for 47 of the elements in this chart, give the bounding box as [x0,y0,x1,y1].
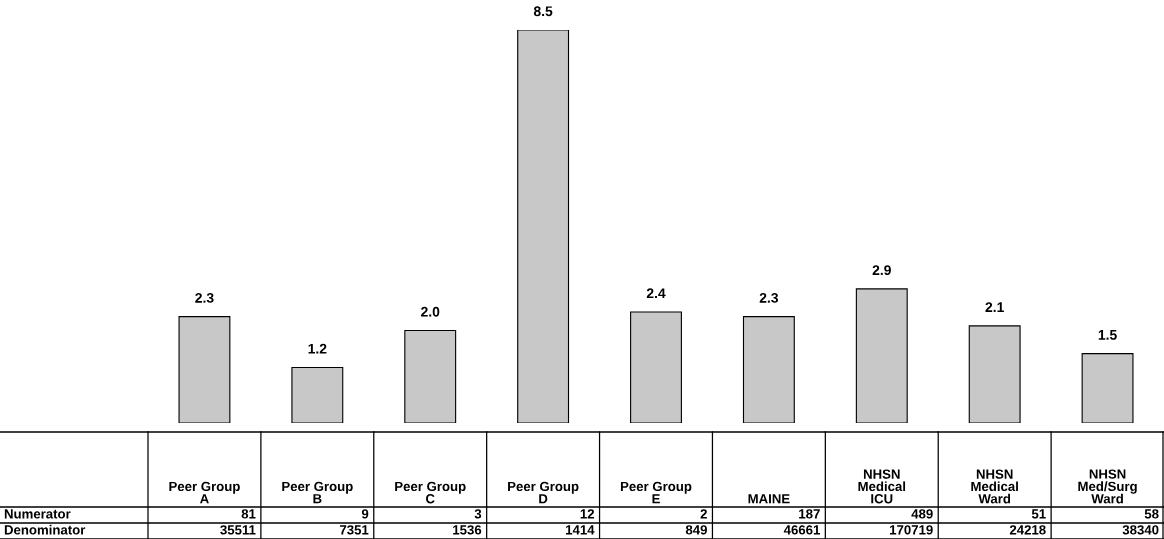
x-tick-label: NHSN Medical Ward [971,469,1018,504]
data-label: 2.3 [195,292,214,303]
text: 187 [799,509,820,519]
text: 1536 [453,525,482,535]
text: 35511 [220,525,256,535]
text: 489 [911,509,933,519]
data-label: 2.3 [759,292,779,303]
text: 7351 [340,525,369,535]
text: 3 [474,509,482,519]
data-label: 1.5 [1098,330,1117,340]
text: 38340 [1122,525,1159,535]
text: 2 [700,509,707,519]
x-tick-label: NHSN Medical ICU [858,469,906,504]
text: 24218 [1009,525,1046,535]
text: 46661 [783,525,820,535]
x-tick-label: MAINE [748,494,790,504]
data-label: 1.2 [308,343,327,354]
bar [404,329,457,423]
data-label: 2.4 [646,288,666,299]
x-tick-label: Peer Group D [508,481,579,504]
x-tick-label: Peer Group C [395,481,466,504]
bar [630,311,682,423]
x-tick-label: Peer Group B [282,481,353,504]
bar [291,366,344,423]
text: 9 [361,509,369,519]
text: 51 [1031,509,1046,519]
bar [855,288,908,423]
bar [1081,353,1134,423]
bar [178,316,231,423]
x-tick-label: NHSN Med/Surg Ward [1078,469,1137,504]
text: 81 [241,509,256,519]
data-label: 2.1 [985,302,1004,312]
bar [742,316,795,423]
text: Denominator [4,524,86,535]
text: 1414 [566,525,595,535]
text: 12 [580,509,595,519]
bar [517,30,570,423]
x-tick-label: Peer Group A [169,481,240,504]
data-label: 2.9 [872,265,891,276]
data-label: 8.5 [533,6,553,17]
bar [968,325,1021,423]
text: 170719 [890,525,933,535]
x-tick-label: Peer Group E [620,481,692,504]
text: 58 [1144,509,1159,519]
data-label: 2.0 [421,306,440,317]
text: 849 [685,525,707,535]
text: Numerator [4,509,71,519]
